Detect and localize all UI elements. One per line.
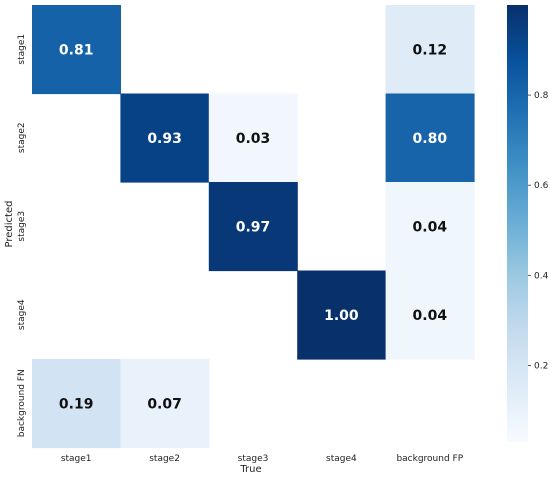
x-tick-label: stage3	[238, 454, 269, 464]
cell-value-label: 0.81	[59, 42, 94, 58]
heatmap-cell	[208, 93, 298, 183]
colorbar	[507, 5, 528, 442]
heatmap-cell	[120, 93, 210, 183]
colorbar-tick-label: 0.4	[534, 271, 549, 281]
colorbar-tick-label: 0.2	[534, 361, 548, 371]
heatmap-cell	[32, 359, 121, 449]
x-tick-label: stage4	[326, 454, 357, 464]
cell-value-label: 0.07	[147, 396, 182, 412]
cell-value-label: 1.00	[324, 308, 359, 324]
colorbar-ticks: 0.2 0.4 0.6 0.8	[528, 91, 549, 371]
x-axis-label: True	[239, 464, 261, 475]
x-tick-labels: stage1 stage2 stage3 stage4 background FP	[61, 454, 464, 464]
heatmap-cell	[385, 93, 475, 183]
y-tick-label: stage2	[17, 122, 27, 153]
heatmap-cell	[385, 270, 475, 360]
colorbar-tick-label: 0.8	[534, 91, 549, 101]
y-tick-label: stage3	[17, 211, 27, 242]
heatmap-cell	[385, 182, 475, 272]
heatmap-cell	[120, 359, 210, 449]
cell-value-label: 0.04	[413, 308, 448, 324]
x-tick-label: stage2	[149, 454, 180, 464]
cell-value-label: 0.80	[413, 131, 448, 147]
y-tick-labels: stage1 stage2 stage3 stage4 background FN	[17, 34, 27, 437]
y-axis-label: Predicted	[4, 201, 15, 248]
x-tick-label: stage1	[61, 454, 92, 464]
heatmap-cell	[32, 5, 121, 95]
colorbar-tick-label: 0.6	[534, 181, 549, 191]
y-tick-label: stage4	[17, 299, 27, 330]
x-tick-label: background FP	[396, 454, 463, 464]
cell-value-label: 0.03	[236, 131, 271, 147]
cell-value-label: 0.97	[236, 219, 271, 235]
heatmap-cells: 0.81 0.12 0.93 0.03 0.80 0.97 0.04 1.00 0.04 0.19…	[32, 5, 475, 449]
cell-value-label: 0.19	[59, 396, 94, 412]
heatmap-cell	[385, 5, 475, 95]
y-tick-label: background FN	[17, 369, 27, 437]
y-tick-label: stage1	[17, 34, 27, 65]
cell-value-label: 0.93	[147, 131, 182, 147]
heatmap-cell	[297, 270, 387, 360]
heatmap-cell	[208, 182, 298, 272]
cell-value-label: 0.04	[413, 219, 448, 235]
cell-value-label: 0.12	[413, 42, 448, 58]
